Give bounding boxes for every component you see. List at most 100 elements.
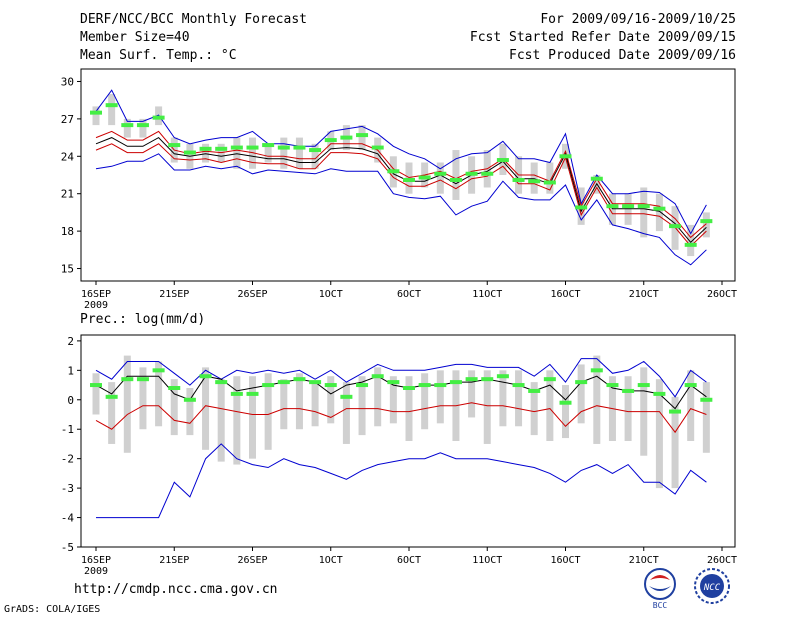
observed-marker xyxy=(481,377,494,382)
bcc-logo-text: BCC xyxy=(653,601,668,610)
range-bar xyxy=(358,125,366,151)
range-bar xyxy=(108,382,116,444)
observed-marker xyxy=(152,368,165,373)
x-tick-label: 16OCT xyxy=(550,555,580,566)
range-bar xyxy=(593,355,601,444)
range-bar xyxy=(249,137,256,169)
range-bar xyxy=(264,143,272,163)
observed-marker xyxy=(590,176,603,181)
x-tick-label: 26OCT xyxy=(707,555,737,566)
range-bar xyxy=(468,370,476,418)
observed-marker xyxy=(340,135,353,140)
forecast-produced-date: Fcst Produced Date 2009/09/16 xyxy=(509,48,736,63)
range-bar xyxy=(249,376,256,459)
range-bar xyxy=(687,370,695,441)
y-tick-label: -3 xyxy=(61,482,74,495)
x-tick-label: 21OCT xyxy=(629,289,659,300)
observed-marker xyxy=(293,377,306,382)
observed-marker xyxy=(606,204,619,209)
observed-marker xyxy=(622,204,635,209)
observed-marker xyxy=(528,388,541,393)
range-bar xyxy=(640,187,648,238)
range-bar xyxy=(139,367,147,430)
observed-marker xyxy=(512,383,525,388)
observed-marker xyxy=(105,103,118,108)
observed-marker xyxy=(356,133,369,138)
y-tick-label: 1 xyxy=(67,364,74,377)
range-bar xyxy=(499,370,507,427)
chart-panel-2: Prec.: log(mm/d) -5 -4 -3 -2 -1 0 1 2 16SEP 21SEP 2… xyxy=(61,312,737,577)
y-tick-label: 2 xyxy=(67,335,74,348)
x-tick-label: 26SEP xyxy=(237,555,267,566)
observed-marker xyxy=(324,138,337,143)
observed-marker xyxy=(152,115,165,120)
observed-marker xyxy=(434,171,447,176)
observed-marker xyxy=(246,145,259,150)
range-bar xyxy=(233,376,241,465)
max-line xyxy=(95,89,707,235)
chart-panel-1: 15 18 21 24 27 30 16SEP 21SEP 26SEP 1OCT 6OCT 11OCT… xyxy=(61,68,737,311)
range-bar xyxy=(295,373,303,430)
y-tick-label: 15 xyxy=(61,263,74,276)
observed-marker xyxy=(246,391,259,396)
y-tick-label: 27 xyxy=(61,113,74,126)
range-bar xyxy=(311,143,319,169)
observed-marker xyxy=(481,171,494,176)
range-bar xyxy=(405,376,413,441)
x-year-label: 2009 xyxy=(84,300,108,311)
range-bar xyxy=(139,118,147,138)
range-bar xyxy=(202,143,210,163)
y-tick-label: 30 xyxy=(61,75,74,88)
observed-marker xyxy=(496,158,509,163)
y-tick-label: -1 xyxy=(61,423,74,436)
source-url[interactable]: http://cmdp.ncc.cma.gov.cn xyxy=(74,582,278,597)
variable-label: Mean Surf. Temp.: °C xyxy=(80,48,237,63)
observed-marker xyxy=(215,146,228,151)
observed-marker xyxy=(183,150,196,155)
observed-marker xyxy=(293,145,306,150)
range-bar xyxy=(327,376,335,424)
range-bar xyxy=(123,118,131,138)
min-line xyxy=(96,443,707,519)
precip-panel-title: Prec.: log(mm/d) xyxy=(80,312,205,327)
ncc-logo: NCC xyxy=(694,568,730,604)
observed-marker xyxy=(340,394,353,399)
y-tick-label: -5 xyxy=(61,541,74,554)
observed-marker xyxy=(669,409,682,414)
range-bar xyxy=(608,193,616,225)
upper-line xyxy=(95,130,707,239)
observed-marker xyxy=(684,242,697,247)
observed-marker xyxy=(215,380,228,385)
range-bar xyxy=(436,162,444,194)
y-tick-label: -4 xyxy=(61,512,75,525)
observed-marker xyxy=(136,377,149,382)
y-tick-label: 21 xyxy=(61,188,74,201)
observed-marker xyxy=(559,154,572,159)
range-bar xyxy=(389,376,397,424)
observed-marker xyxy=(637,204,650,209)
lower-line xyxy=(95,143,707,247)
y-tick-label: 0 xyxy=(67,394,74,407)
observed-marker xyxy=(262,143,275,148)
range-bar xyxy=(655,379,663,489)
observed-marker xyxy=(449,177,462,182)
range-bar xyxy=(217,143,225,163)
observed-marker xyxy=(418,383,431,388)
range-bar xyxy=(92,106,100,126)
max-line xyxy=(95,358,707,398)
observed-marker xyxy=(309,148,322,153)
observed-marker xyxy=(277,380,290,385)
x-year-label: 2009 xyxy=(84,566,108,577)
observed-marker xyxy=(136,123,149,128)
range-bar xyxy=(483,370,491,444)
observed-marker xyxy=(700,397,713,402)
range-bar xyxy=(687,224,695,257)
observed-marker xyxy=(199,374,212,379)
observed-marker xyxy=(121,123,134,128)
observed-marker xyxy=(199,146,212,151)
observed-marker xyxy=(90,383,102,388)
range-bar xyxy=(421,373,429,430)
observed-marker xyxy=(496,374,509,379)
observed-marker xyxy=(277,145,290,150)
observed-marker xyxy=(543,377,556,382)
